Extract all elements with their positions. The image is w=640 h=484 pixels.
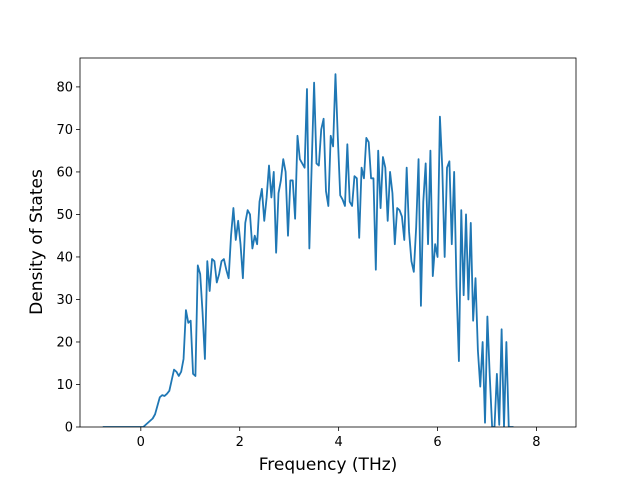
y-tick-label: 0 — [65, 421, 73, 436]
y-tick-label: 40 — [56, 250, 73, 265]
x-tick-label: 6 — [433, 435, 441, 450]
x-tick-label: 0 — [137, 435, 145, 450]
x-tick-label: 2 — [236, 435, 244, 450]
y-tick-label: 80 — [56, 80, 73, 95]
plot-frame — [79, 57, 577, 428]
y-tick-label: 10 — [56, 378, 73, 393]
y-tick-label: 70 — [56, 123, 73, 138]
x-tick-label: 4 — [334, 435, 342, 450]
y-axis-label: Density of States — [27, 169, 47, 315]
x-tick-label: 8 — [532, 435, 540, 450]
y-tick-label: 50 — [56, 208, 73, 223]
data-line — [102, 73, 514, 427]
y-tick-label: 60 — [56, 165, 73, 180]
x-axis-label: Frequency (THz) — [259, 455, 398, 475]
y-tick-label: 30 — [56, 293, 73, 308]
y-tick-label: 20 — [56, 335, 73, 350]
